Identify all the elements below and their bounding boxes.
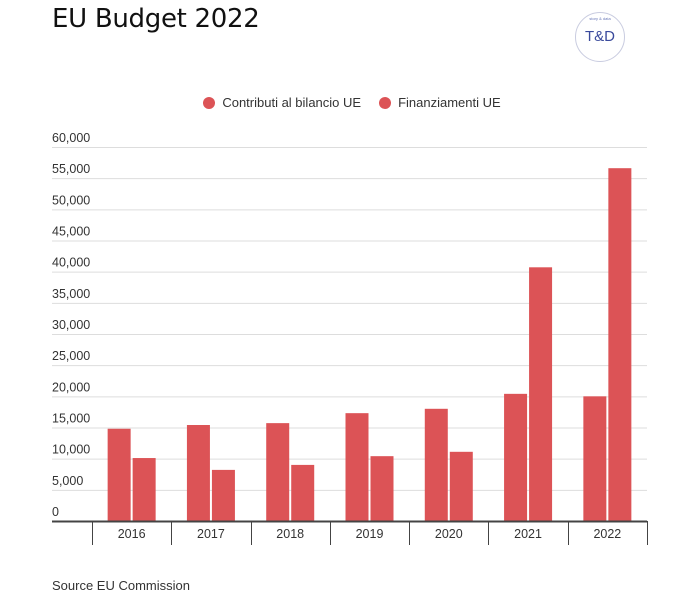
y-tick-label: 30,000 bbox=[52, 318, 90, 332]
bar-contributi-2020 bbox=[424, 408, 448, 521]
logo-text: T&D bbox=[585, 28, 615, 45]
bar-finanziamenti-2016 bbox=[132, 458, 156, 521]
y-tick-label: 5,000 bbox=[52, 474, 83, 488]
gridlines bbox=[52, 147, 647, 491]
bar-contributi-2021 bbox=[504, 393, 528, 521]
y-tick-label: 15,000 bbox=[52, 412, 90, 426]
x-axis: 2016 2017 2018 2019 2020 2021 2022 bbox=[52, 520, 648, 545]
y-tick-label: 0 bbox=[52, 505, 59, 519]
bar-contributi-2022 bbox=[583, 396, 607, 521]
x-tick-label: 2019 bbox=[356, 527, 384, 541]
bar-finanziamenti-2019 bbox=[370, 456, 394, 521]
bar-contributi-2016 bbox=[107, 428, 131, 521]
bar-finanziamenti-2017 bbox=[211, 469, 235, 521]
brand-logo: story & data T&D bbox=[575, 12, 625, 62]
bar-finanziamenti-2020 bbox=[449, 451, 473, 521]
y-tick-label: 35,000 bbox=[52, 287, 90, 301]
y-tick-label: 25,000 bbox=[52, 349, 90, 363]
bar-finanziamenti-2022 bbox=[608, 168, 632, 521]
legend: Contributi al bilancio UE Finanziamenti … bbox=[0, 95, 700, 110]
logo-subtext: story & data bbox=[589, 16, 611, 21]
x-tick-label: 2020 bbox=[435, 527, 463, 541]
legend-marker-series-b bbox=[379, 96, 392, 109]
x-tick-label: 2016 bbox=[118, 527, 146, 541]
legend-label-series-a: Contributi al bilancio UE bbox=[222, 95, 362, 110]
legend-label-series-b: Finanziamenti UE bbox=[398, 95, 501, 110]
y-tick-label: 20,000 bbox=[52, 380, 90, 394]
y-tick-label: 45,000 bbox=[52, 225, 90, 239]
bar-finanziamenti-2021 bbox=[529, 267, 553, 521]
bar-finanziamenti-2018 bbox=[291, 464, 315, 521]
legend-item-series-a: Contributi al bilancio UE bbox=[203, 95, 361, 110]
legend-item-series-b: Finanziamenti UE bbox=[379, 95, 501, 110]
x-tick-label: 2022 bbox=[593, 527, 621, 541]
y-tick-label: 55,000 bbox=[52, 162, 90, 176]
bars bbox=[107, 168, 632, 521]
x-tick-label: 2021 bbox=[514, 527, 542, 541]
chart-title: EU Budget 2022 bbox=[52, 4, 260, 34]
source-note: Source EU Commission bbox=[52, 578, 190, 593]
bar-contributi-2018 bbox=[266, 423, 290, 521]
y-tick-label: 60,000 bbox=[52, 131, 90, 145]
bar-contributi-2019 bbox=[345, 413, 369, 521]
x-tick-label: 2018 bbox=[276, 527, 304, 541]
y-tick-label: 10,000 bbox=[52, 443, 90, 457]
y-tick-label: 50,000 bbox=[52, 193, 90, 207]
y-axis-ticks: 0 5,000 10,000 15,000 20,000 25,000 30,000 35,0… bbox=[52, 131, 90, 519]
legend-marker-series-a bbox=[203, 96, 216, 109]
bar-contributi-2017 bbox=[186, 425, 210, 521]
y-tick-label: 40,000 bbox=[52, 256, 90, 270]
x-tick-label: 2017 bbox=[197, 527, 225, 541]
